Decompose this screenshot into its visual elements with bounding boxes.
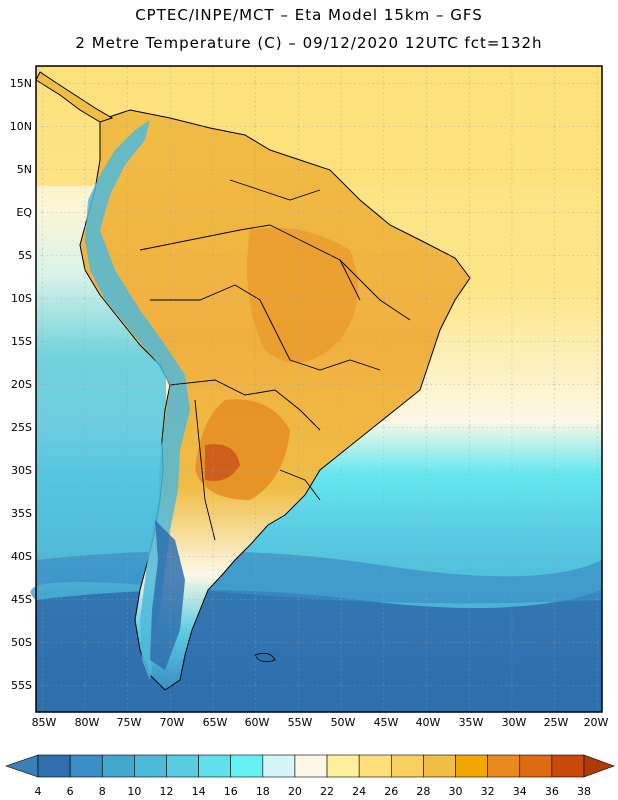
colorbar-swatch (101, 754, 135, 778)
lat-tick: 15S (11, 335, 32, 348)
latitude-axis: 15N 10N 5N EQ 5S 10S 15S 20S 25S 30S 35S… (10, 77, 33, 692)
colorbar-tick: 8 (99, 785, 106, 798)
colorbar-tick: 24 (352, 785, 366, 798)
colorbar-tick: 26 (384, 785, 398, 798)
lat-tick: 10S (11, 292, 32, 305)
lat-tick: 20S (11, 378, 32, 391)
colorbar-tick: 30 (449, 785, 463, 798)
colorbar-tick: 36 (545, 785, 559, 798)
lat-tick: 35S (11, 507, 32, 520)
colorbar-swatch (294, 754, 328, 778)
lat-tick: 55S (11, 679, 32, 692)
colorbar-swatch (37, 754, 71, 778)
lon-tick: 55W (288, 716, 313, 729)
lon-tick: 75W (117, 716, 142, 729)
lat-tick: 15N (10, 77, 32, 90)
lat-tick: 25S (11, 421, 32, 434)
colorbar-swatch (166, 754, 199, 778)
lon-tick: 85W (32, 716, 57, 729)
colorbar-swatch (198, 754, 232, 778)
colorbar-swatch (423, 754, 456, 778)
colorbar-swatch (262, 754, 296, 778)
lat-tick: 40S (11, 550, 32, 563)
colorbar-swatch (230, 754, 264, 778)
colorbar-tick: 34 (513, 785, 527, 798)
colorbar-tick: 10 (127, 785, 141, 798)
title-model: CPTEC/INPE/MCT – Eta Model 15km – GFS (135, 6, 483, 24)
lon-tick: 60W (245, 716, 270, 729)
colorbar-tick: 32 (481, 785, 495, 798)
colorbar-ticks: 4 6 8 10 12 14 16 18 20 22 24 26 28 30 32 34 36 38 (35, 785, 592, 798)
colorbar-tick: 6 (67, 785, 74, 798)
lon-tick: 80W (75, 716, 100, 729)
map-frame (35, 65, 603, 713)
colorbar-swatch (519, 754, 553, 778)
colorbar (5, 754, 615, 778)
lon-tick: 30W (502, 716, 527, 729)
graticule (36, 66, 602, 712)
lon-tick: 20W (584, 716, 609, 729)
colorbar-swatch (134, 754, 167, 778)
lat-tick: EQ (16, 206, 32, 219)
colorbar-tick: 12 (159, 785, 173, 798)
lon-tick: 40W (416, 716, 441, 729)
colorbar-arrow-left (5, 754, 39, 778)
colorbar-arrow-right (583, 754, 615, 778)
lon-tick: 45W (374, 716, 399, 729)
lon-tick: 25W (544, 716, 569, 729)
lon-tick: 65W (203, 716, 228, 729)
colorbar-tick: 16 (224, 785, 238, 798)
colorbar-swatch (551, 754, 585, 778)
lon-tick: 70W (160, 716, 185, 729)
colorbar-tick: 22 (320, 785, 334, 798)
lat-tick: 30S (11, 464, 32, 477)
colorbar-tick: 18 (256, 785, 270, 798)
colorbar-tick: 14 (192, 785, 206, 798)
colorbar-tick: 20 (288, 785, 302, 798)
map-panel (30, 65, 603, 713)
lat-tick: 5S (18, 249, 32, 262)
colorbar-swatch (455, 754, 488, 778)
colorbar-tick: 38 (577, 785, 591, 798)
lon-tick: 35W (459, 716, 484, 729)
colorbar-tick: 28 (416, 785, 430, 798)
longitude-axis: 85W 80W 75W 70W 65W 60W 55W 50W 45W 40W … (32, 716, 609, 729)
colorbar-swatch (390, 754, 424, 778)
colorbar-swatch (326, 754, 360, 778)
lat-tick: 50S (11, 636, 32, 649)
title-variable-date: 2 Metre Temperature (C) – 09/12/2020 12U… (75, 34, 543, 52)
colorbar-swatch (358, 754, 392, 778)
colorbar-swatch (487, 754, 521, 778)
lat-tick: 45S (11, 593, 32, 606)
lon-tick: 50W (331, 716, 356, 729)
lat-tick: 10N (10, 120, 32, 133)
colorbar-swatch (69, 754, 103, 778)
colorbar-tick: 4 (35, 785, 42, 798)
lat-tick: 5N (17, 163, 32, 176)
